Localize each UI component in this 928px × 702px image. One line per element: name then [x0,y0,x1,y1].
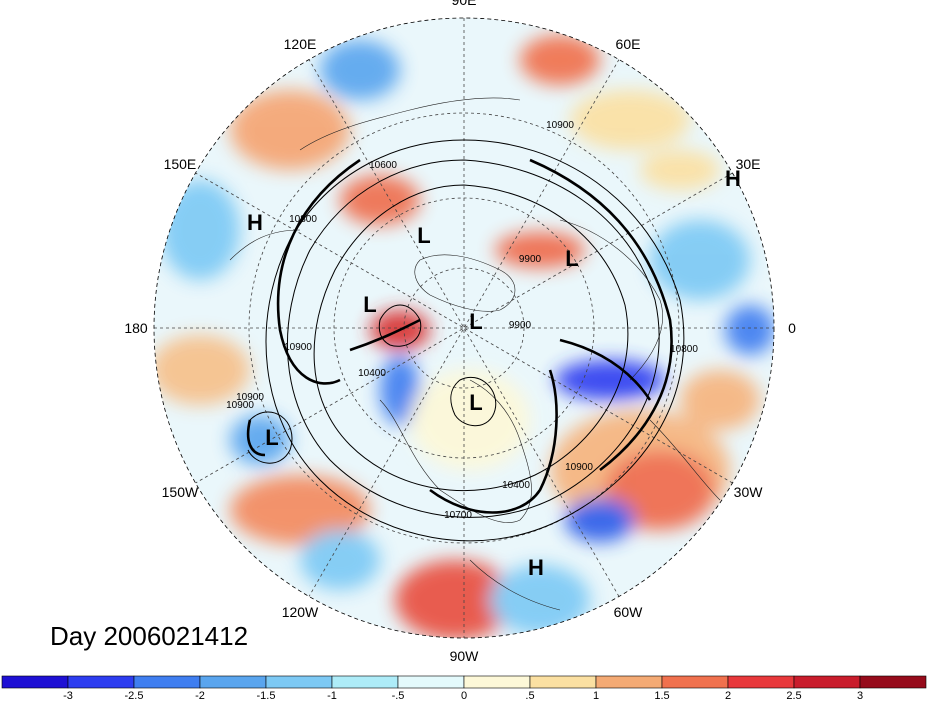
colorbar-tick-label: .5 [525,690,534,702]
colorbar-swatch [727,675,795,689]
colorbar-swatch [133,675,201,689]
jet-contours [246,158,673,514]
contour-value-label: 9900 [509,320,532,331]
colorbar-swatch [397,675,465,689]
contour-value-label: 10900 [226,400,254,411]
longitude-label: 0 [788,320,796,336]
colorbar-tick-label: 2 [725,690,731,702]
colorbar-swatch [199,675,267,689]
height-contours [247,139,685,542]
colorbar-tick-label: -.5 [392,690,405,702]
low-pressure-marker: L [565,246,578,271]
colorbar-tick-label: -2.5 [125,690,144,702]
low-pressure-marker: L [265,425,278,450]
longitude-label: 90E [452,0,477,8]
contour-value-label: 10600 [369,160,397,171]
colorbar-swatch [595,675,663,689]
colorbar-swatch [793,675,861,689]
longitude-label: 30E [736,156,761,172]
colorbar-swatch [661,675,729,689]
contour-value-label: 10900 [284,342,312,353]
longitude-labels: 90E 60E 30E 0 30W 60W 90W 120W 150W 180 150E 120E [124,0,796,664]
contour-value-label: 10900 [236,392,264,403]
colorbar-swatch [265,675,333,689]
colorbar-tick-label: 1.5 [654,690,669,702]
longitude-label: 150E [164,156,197,172]
contour-value-label: 10800 [289,214,317,225]
colorbar: -3 -2.5 -2 -1.5 -1 -.5 0 .5 1 1.5 2 2.5 3 [1,675,927,702]
contour-value-label: 10800 [670,344,698,355]
contour-value-label: 10400 [358,368,386,379]
colorbar-swatch [463,675,531,689]
colorbar-tick-label: -2 [195,690,205,702]
longitude-label: 120E [284,36,317,52]
high-pressure-marker: H [528,555,544,580]
graticule [154,18,774,638]
contour-value-label: 10400 [502,480,530,491]
contour-labels: 1090010600109009900990010400108001090010… [226,120,698,521]
colorbar-tick-label: -1 [327,690,337,702]
longitude-label: 60W [614,604,644,620]
colorbar-tick-label: -3 [63,690,73,702]
colorbar-tick-label: 3 [857,690,863,702]
longitude-label: 90W [450,648,480,664]
longitude-label: 120W [282,604,319,620]
colorbar-swatch [67,675,135,689]
longitude-label: 180 [124,320,148,336]
map-title: Day 2006021412 [50,621,248,651]
high-pressure-marker: H [725,166,741,191]
colorbar-swatch [859,675,927,689]
colorbar-swatch [1,675,69,689]
colorbar-tick-label: 0 [461,690,467,702]
colorbar-tick-label: 1 [593,690,599,702]
low-pressure-marker: L [469,309,482,334]
high-pressure-marker: H [247,210,263,235]
low-pressure-marker: L [417,223,430,248]
contour-value-label: 10700 [444,510,472,521]
contour-value-label: 9900 [519,254,542,265]
colorbar-swatch [529,675,597,689]
coastlines [229,97,721,611]
low-pressure-marker: L [469,390,482,415]
colorbar-tick-label: -1.5 [257,690,276,702]
pressure-centers: H H H L L L L L L [247,166,741,580]
map-boundary [153,17,775,639]
contour-value-label: 10900 [565,462,593,473]
low-pressure-marker: L [363,292,376,317]
colorbar-swatch [331,675,399,689]
longitude-label: 60E [616,36,641,52]
longitude-label: 150W [162,484,199,500]
colorbar-tick-label: 2.5 [786,690,801,702]
contour-value-label: 10900 [546,120,574,131]
longitude-label: 30W [734,484,764,500]
